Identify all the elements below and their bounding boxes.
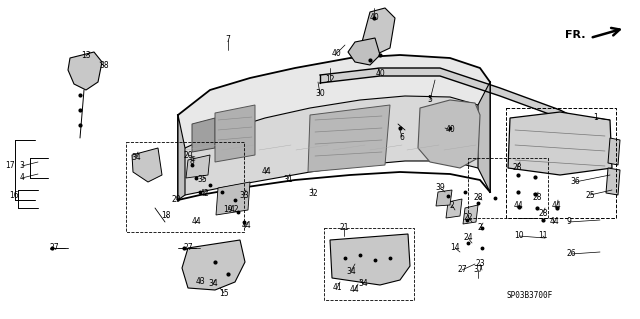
- Text: 38: 38: [99, 62, 109, 70]
- Polygon shape: [185, 96, 478, 195]
- Text: 12: 12: [325, 76, 335, 85]
- Bar: [506, 108, 616, 218]
- Bar: [324, 228, 414, 300]
- Text: 7: 7: [225, 35, 230, 44]
- Text: 36: 36: [570, 177, 580, 187]
- Polygon shape: [508, 112, 612, 175]
- Text: 28: 28: [512, 162, 522, 172]
- Polygon shape: [478, 82, 490, 192]
- Text: 24: 24: [463, 234, 473, 242]
- Text: 30: 30: [315, 90, 325, 99]
- Text: 16: 16: [9, 191, 19, 201]
- Text: 15: 15: [219, 288, 229, 298]
- Polygon shape: [348, 38, 380, 65]
- Text: 17: 17: [5, 160, 15, 169]
- Text: 34: 34: [131, 152, 141, 161]
- Polygon shape: [132, 148, 162, 182]
- Text: FR.: FR.: [566, 30, 586, 40]
- Polygon shape: [192, 118, 215, 152]
- Text: 31: 31: [283, 174, 293, 183]
- Polygon shape: [186, 155, 210, 178]
- Bar: [126, 142, 244, 232]
- Polygon shape: [418, 100, 480, 168]
- Text: 34: 34: [346, 266, 356, 276]
- Text: 42: 42: [199, 189, 209, 197]
- Text: 26: 26: [566, 249, 576, 258]
- Text: 13: 13: [81, 51, 91, 61]
- Polygon shape: [608, 138, 620, 165]
- Text: 44: 44: [241, 220, 251, 229]
- Polygon shape: [463, 205, 478, 224]
- Text: 44: 44: [261, 167, 271, 176]
- Text: 22: 22: [463, 212, 473, 221]
- Text: 2: 2: [477, 224, 483, 233]
- Text: 11: 11: [538, 232, 548, 241]
- Text: 27: 27: [183, 243, 193, 253]
- Text: 42: 42: [229, 205, 239, 214]
- Polygon shape: [68, 52, 102, 90]
- Text: SP03B3700F: SP03B3700F: [507, 292, 553, 300]
- Text: 28: 28: [473, 192, 483, 202]
- Polygon shape: [178, 115, 185, 200]
- Polygon shape: [308, 105, 390, 172]
- Text: 14: 14: [450, 243, 460, 253]
- Text: 39: 39: [435, 183, 445, 192]
- Text: 10: 10: [514, 232, 524, 241]
- Text: 25: 25: [585, 190, 595, 199]
- Text: 4: 4: [20, 174, 24, 182]
- Polygon shape: [446, 199, 462, 218]
- Text: 3: 3: [20, 161, 24, 170]
- Text: 23: 23: [475, 259, 485, 269]
- Text: 44: 44: [350, 286, 360, 294]
- Text: 27: 27: [457, 265, 467, 275]
- Text: 32: 32: [308, 189, 318, 197]
- Polygon shape: [178, 55, 490, 148]
- Text: 35: 35: [197, 175, 207, 184]
- Polygon shape: [216, 182, 250, 215]
- Text: 9: 9: [566, 218, 572, 226]
- Text: 27: 27: [49, 243, 59, 253]
- Text: 33: 33: [239, 190, 249, 199]
- Text: 40: 40: [445, 125, 455, 135]
- Text: 2: 2: [450, 201, 454, 210]
- Text: 28: 28: [532, 192, 541, 202]
- Text: 37: 37: [473, 265, 483, 275]
- Text: 20: 20: [183, 151, 193, 160]
- Text: 44: 44: [552, 201, 562, 210]
- Text: 44: 44: [514, 201, 524, 210]
- Text: 5: 5: [428, 95, 433, 105]
- Text: 21: 21: [339, 224, 349, 233]
- Polygon shape: [362, 8, 395, 55]
- Text: 40: 40: [369, 13, 379, 23]
- Polygon shape: [320, 68, 605, 140]
- Text: 44: 44: [550, 218, 560, 226]
- Text: 44: 44: [191, 218, 201, 226]
- Text: 40: 40: [375, 70, 385, 78]
- Text: 6: 6: [399, 132, 404, 142]
- Text: 19: 19: [223, 205, 233, 214]
- Polygon shape: [182, 240, 245, 290]
- Text: 8: 8: [189, 157, 195, 166]
- Text: 34: 34: [208, 279, 218, 288]
- Text: 1: 1: [594, 114, 598, 122]
- Bar: [468, 158, 548, 218]
- Polygon shape: [215, 105, 255, 162]
- Polygon shape: [436, 190, 452, 206]
- Text: 18: 18: [161, 211, 171, 219]
- Text: 43: 43: [195, 278, 205, 286]
- Text: 28: 28: [538, 209, 548, 218]
- Text: 41: 41: [332, 284, 342, 293]
- Text: 34: 34: [358, 279, 368, 288]
- Polygon shape: [606, 168, 620, 195]
- Text: 29: 29: [171, 196, 181, 204]
- Polygon shape: [330, 234, 410, 285]
- Text: 40: 40: [331, 49, 341, 58]
